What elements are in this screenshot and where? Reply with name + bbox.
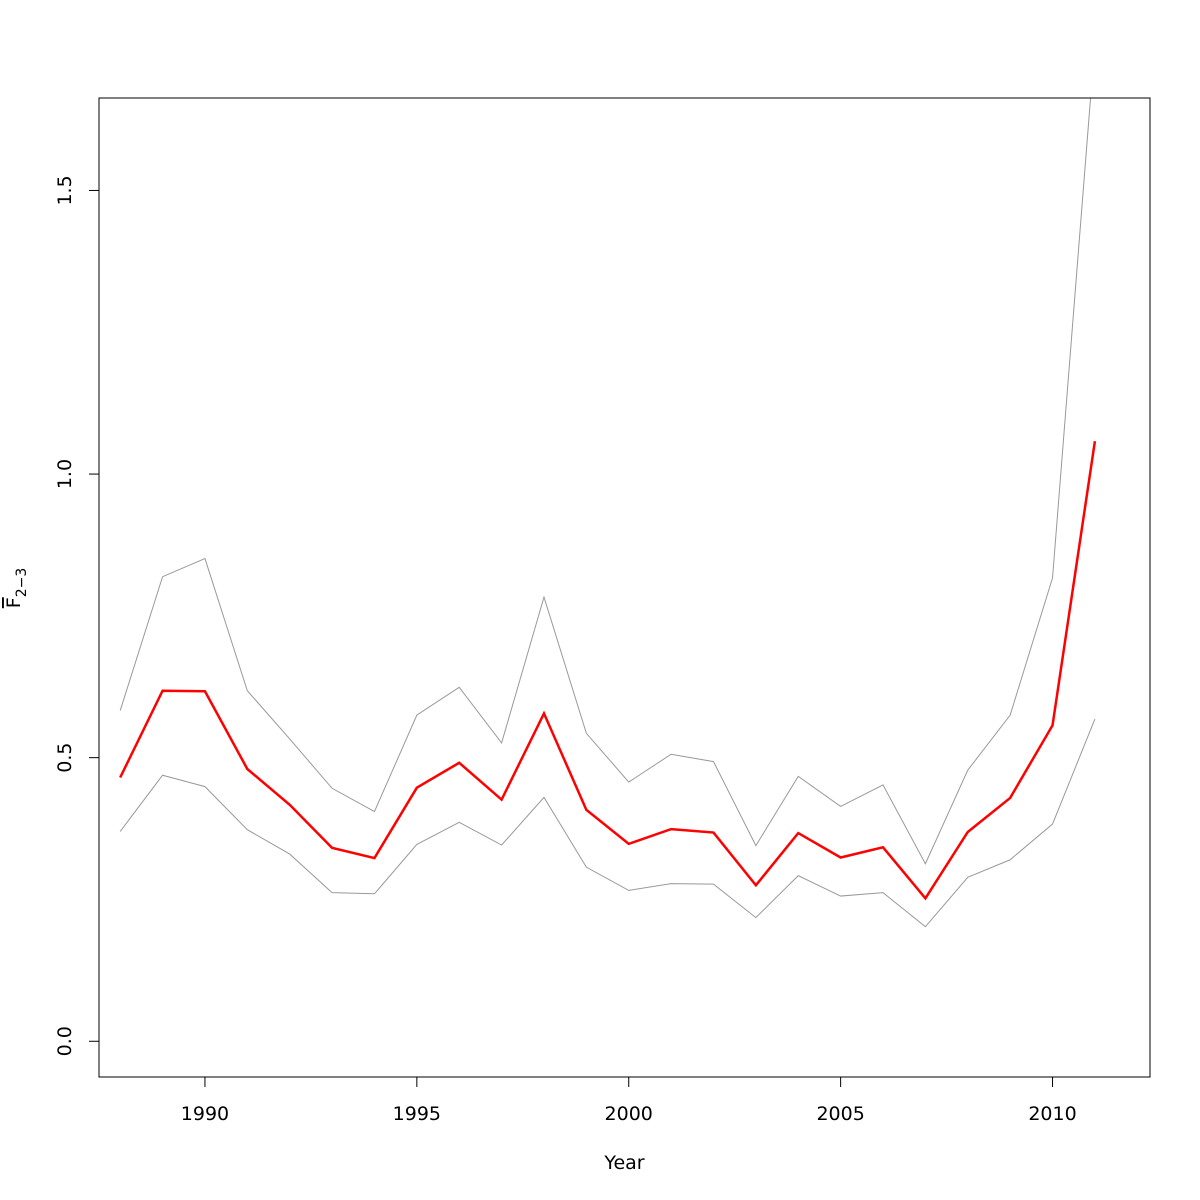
series-line-lower	[119, 718, 1096, 928]
svg-text:F2−3: F2−3	[3, 568, 30, 608]
series-line-upper	[119, 98, 1092, 865]
x-axis: 1990 1995 2000 2005 2010	[181, 1076, 1077, 1125]
series-line-estimate	[119, 440, 1097, 901]
y-tick-label: 1.5	[54, 175, 76, 205]
x-tick-label: 1990	[181, 1103, 229, 1125]
series-layer	[119, 98, 1097, 928]
x-tick-label: 2010	[1028, 1103, 1076, 1125]
y-tick-label: 1.0	[54, 459, 76, 489]
x-tick-label: 2000	[605, 1103, 653, 1125]
x-axis-title: Year	[603, 1152, 644, 1174]
y-axis: 0.0 0.5 1.0 1.5	[54, 175, 100, 1056]
x-tick-label: 2005	[816, 1103, 864, 1125]
y-axis-title-main: F	[3, 597, 25, 608]
y-tick-label: 0.5	[54, 743, 76, 773]
y-axis-title: F2−3	[3, 568, 30, 608]
y-axis-title-subscript: 2−3	[14, 568, 30, 598]
x-tick-label: 1995	[393, 1103, 441, 1125]
y-tick-label: 0.0	[54, 1026, 76, 1056]
